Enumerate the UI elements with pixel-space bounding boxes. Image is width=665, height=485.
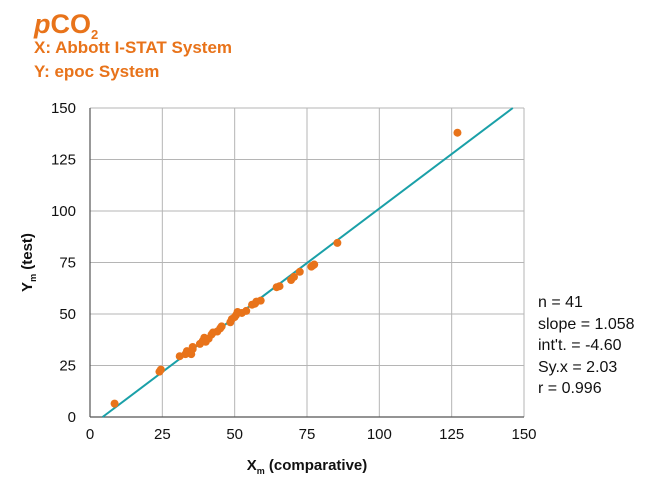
x-tick-label: 125 — [439, 426, 464, 443]
data-points — [110, 128, 462, 408]
y-tick-label: 25 — [59, 358, 76, 375]
x-tick-label: 100 — [367, 426, 392, 443]
y-tick-label: 125 — [51, 152, 76, 169]
stat-slope: slope = 1.058 — [538, 315, 635, 333]
tick-labels: 0 25 50 75 100 125 150 0 25 50 75 100 125 150 — [51, 100, 537, 443]
x-axis-label: Xm (comparative) — [247, 457, 368, 476]
y-tick-label: 0 — [68, 409, 76, 426]
data-point — [295, 267, 304, 276]
regression-stats: n = 41 slope = 1.058 int't. = -4.60 Sy.x… — [538, 292, 635, 400]
data-point — [310, 260, 319, 269]
x-tick-label: 75 — [299, 426, 316, 443]
y-tick-label: 150 — [51, 100, 76, 117]
data-point — [217, 322, 226, 331]
grid — [89, 107, 525, 418]
stat-n: n = 41 — [538, 294, 583, 311]
y-axis-label: Ym (test) — [19, 233, 38, 292]
y-system-label: Y: epoc System — [34, 62, 160, 81]
x-tick-label: 50 — [226, 426, 243, 443]
data-point — [156, 365, 165, 374]
y-tick-label: 100 — [51, 203, 76, 220]
data-point — [242, 306, 251, 315]
y-tick-label: 50 — [59, 306, 76, 323]
data-point — [453, 128, 462, 137]
stat-intercept: int't. = -4.60 — [538, 337, 622, 354]
chart-title: pCO2 — [34, 9, 99, 42]
y-tick-label: 75 — [59, 255, 76, 272]
data-point — [256, 296, 265, 305]
x-system-label: X: Abbott I-STAT System — [34, 38, 233, 57]
x-tick-label: 150 — [511, 426, 536, 443]
regression-line — [101, 107, 514, 418]
data-point — [188, 342, 197, 351]
data-point — [333, 238, 342, 247]
data-point — [110, 399, 119, 408]
x-tick-label: 25 — [154, 426, 171, 443]
stat-syx: Sy.x = 2.03 — [538, 358, 618, 376]
stat-r: r = 0.996 — [538, 380, 602, 397]
data-point — [289, 272, 298, 281]
x-tick-label: 0 — [86, 426, 94, 443]
data-point — [275, 282, 284, 291]
